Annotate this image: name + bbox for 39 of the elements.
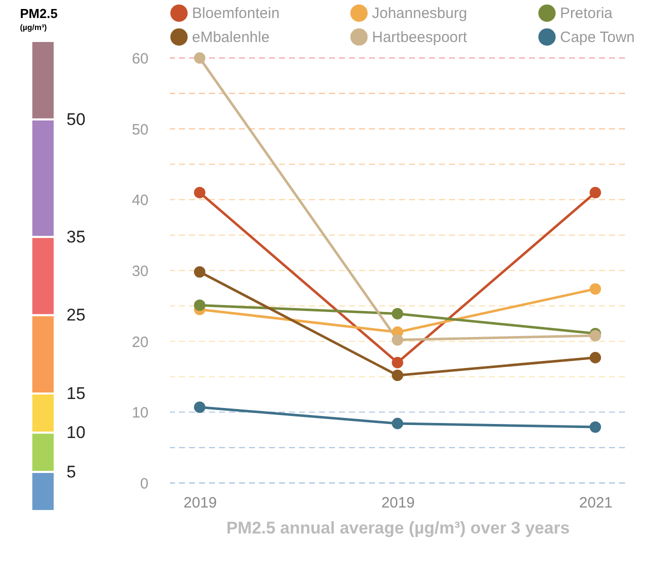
legend-label: Hartbeespoort <box>372 29 468 46</box>
x-tick-label: 2019 <box>381 494 415 512</box>
y-tick-label: 40 <box>132 192 148 210</box>
legend-label: Pretoria <box>560 5 614 22</box>
point <box>590 283 602 295</box>
y-tick-label: 50 <box>132 121 148 138</box>
y-tick-label: 10 <box>132 404 148 422</box>
point <box>194 186 206 198</box>
y-tick-label: 35 <box>66 227 86 246</box>
chart-title: PM2.5 <box>20 6 58 21</box>
y-tick-label: 50 <box>66 110 86 129</box>
point <box>590 421 602 433</box>
point <box>392 356 404 368</box>
y-tick-label: 60 <box>132 50 148 68</box>
y-tick-label: 30 <box>132 263 148 280</box>
point <box>392 418 404 430</box>
legend-label: Johannesburg <box>372 5 468 22</box>
y-tick-label: 15 <box>66 384 86 403</box>
x-axis-title: PM2.5 annual average (µg/m³) over 3 years <box>226 518 570 538</box>
point <box>590 352 602 364</box>
legend-label: Cape Town <box>560 29 635 46</box>
chart-subtitle: (µg/m³) <box>20 23 48 32</box>
y-tick-label: 10 <box>66 423 86 442</box>
y-tick-label: 5 <box>66 462 76 482</box>
y-tick-label: 0 <box>140 476 148 492</box>
legend-label: Bloemfontein <box>192 5 280 22</box>
point <box>194 52 206 64</box>
point <box>194 300 206 311</box>
x-tick-label: 2021 <box>579 494 613 512</box>
legend-label: eMbalenhle <box>192 29 270 46</box>
y-tick-label: 25 <box>66 306 86 325</box>
y-tick-label: 20 <box>132 334 148 351</box>
point <box>392 308 404 320</box>
point <box>392 334 404 346</box>
point <box>590 186 602 198</box>
point <box>194 402 206 413</box>
point <box>392 370 404 382</box>
point <box>194 266 206 278</box>
x-tick-label: 2019 <box>183 494 217 512</box>
